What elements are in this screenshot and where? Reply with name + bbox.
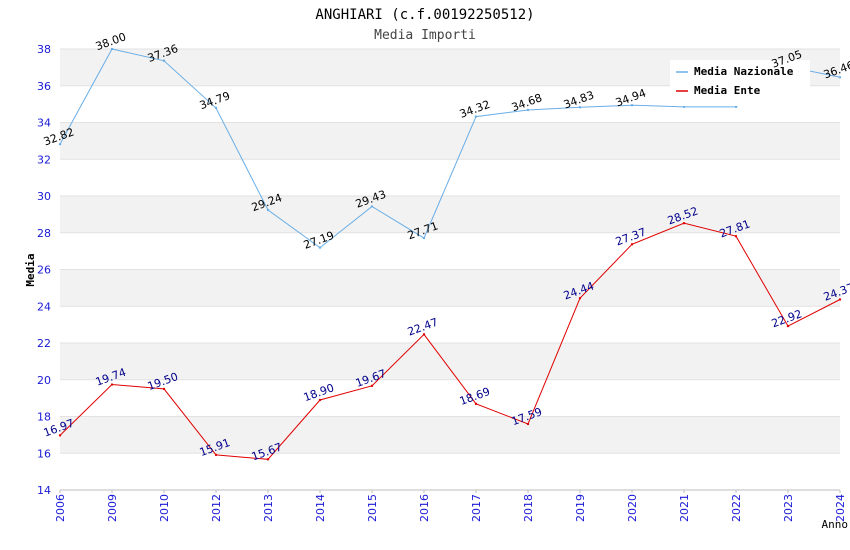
x-tick-label: 2006 [54,494,67,522]
data-point [682,221,686,225]
x-tick-label: 2019 [574,494,587,522]
x-tick-labels: 2006 2009 2010 2012 2013 2014 2015 2016 2017 2018… [54,490,847,522]
y-tick-label: 34 [37,117,51,130]
series-lines [58,47,842,461]
data-point [786,324,790,328]
data-point [630,104,634,107]
chart-title: ANGHIARI (c.f.00192250512) [315,7,534,23]
data-point [838,76,842,79]
plot-band [60,306,840,343]
x-tick-label: 2023 [782,494,795,522]
x-tick-label: 2020 [626,494,639,522]
data-point [214,106,218,110]
series-line-media-nazionale [59,48,841,249]
x-tick-label: 2017 [470,494,483,522]
gridlines [60,48,840,491]
data-point [266,458,270,461]
data-point [110,383,114,386]
x-tick-label: 2022 [730,494,743,522]
data-point [58,142,62,146]
x-tick-label: 2013 [262,494,275,522]
y-tick-label: 24 [37,300,51,313]
x-tick-label: 2014 [314,494,327,522]
chart-subtitle: Media Importi [374,28,476,43]
data-point [474,402,478,406]
y-tick-label: 20 [37,374,51,387]
data-point [578,106,582,109]
data-point [682,105,686,109]
data-point [318,246,322,249]
y-tick-label: 18 [37,411,51,424]
data-point [474,115,478,118]
data-point [162,387,166,391]
data-point [838,298,842,301]
series-line-media-ente [59,222,841,460]
y-tick-label: 26 [37,264,51,277]
plot-band [60,122,840,160]
x-tick-label: 2010 [158,494,171,522]
plot-band [60,196,840,233]
x-axis-label: Anno [822,518,849,531]
y-tick-label: 28 [37,227,51,240]
y-tick-label: 36 [37,80,51,93]
data-point [630,243,634,246]
data-point [318,398,322,402]
data-point [266,208,270,212]
data-point [370,205,374,208]
data-point [526,422,530,426]
y-tick-label: 14 [37,484,51,497]
data-point [214,453,218,457]
data-point [422,236,426,240]
data-point [422,333,426,336]
y-tick-label: 32 [37,153,51,166]
plot-band [60,343,840,380]
x-tick-label: 2009 [106,494,119,522]
y-tick-labels: 14 16 18 20 22 24 26 28 30 32 34 36 38 [37,43,51,497]
x-tick-label: 2018 [522,494,535,522]
x-tick-label: 2021 [678,494,691,522]
x-tick-label: 2012 [210,494,223,522]
plot-band [60,416,840,454]
y-tick-label: 16 [37,447,51,460]
legend-box [670,60,810,106]
data-point [162,59,166,62]
x-tick-label: 2016 [418,494,431,522]
data-point [370,384,374,388]
y-tick-label: 30 [37,190,51,203]
data-point [734,105,738,109]
legend-label-media-ente: Media Ente [694,84,761,97]
plot-band [60,379,840,417]
data-point [58,434,62,437]
x-tick-label: 2015 [366,494,379,522]
y-tick-label: 38 [37,43,51,56]
y-tick-label: 22 [37,337,51,350]
data-point [526,108,530,112]
legend: Media Nazionale Media Ente [670,60,810,106]
x-tick-label: 2024 [834,494,847,522]
data-point [110,47,114,51]
data-point [734,235,738,238]
y-axis-label: Media [24,253,37,286]
plot-band [60,269,840,307]
plot-band [60,232,840,270]
plot-band [60,453,840,490]
legend-label-media-nazionale: Media Nazionale [694,65,794,78]
data-point [578,296,582,300]
